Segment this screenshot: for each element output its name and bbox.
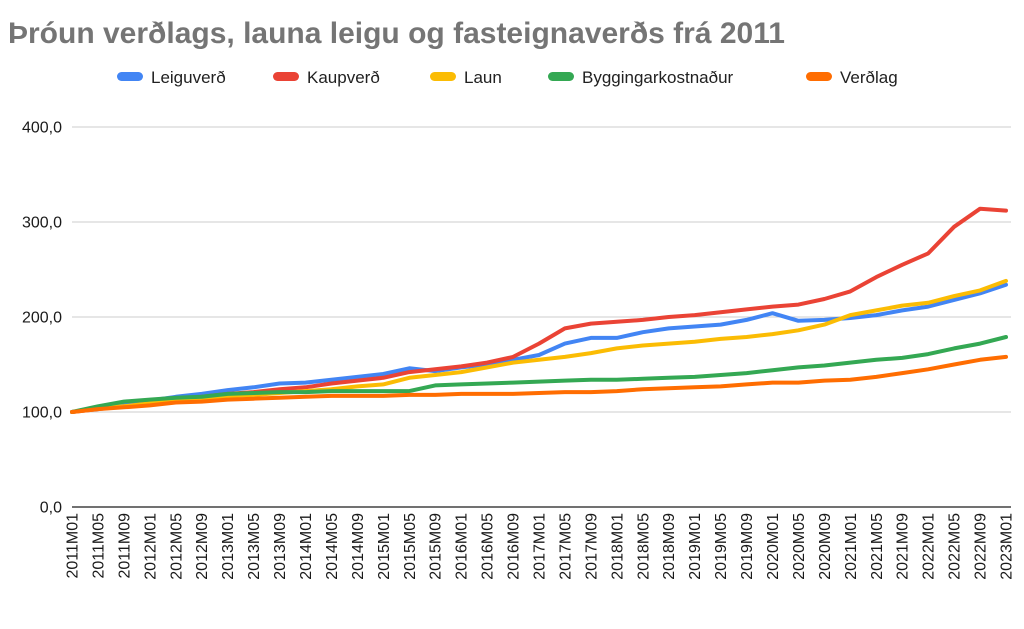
x-tick-label: 2023M01	[999, 513, 1016, 580]
x-tick-label: 2022M01	[921, 513, 938, 580]
x-tick-label: 2017M05	[557, 513, 574, 580]
y-tick-label: 300,0	[22, 215, 62, 232]
legend-swatch	[806, 72, 832, 81]
legend-swatch	[430, 72, 456, 81]
x-tick-label: 2011M01	[65, 513, 82, 579]
x-tick-label: 2021M05	[869, 513, 886, 580]
legend-swatch	[273, 72, 299, 81]
x-axis-labels: 2011M01 2011M05 2011M09 2012M01 2012M05 2012M…	[65, 513, 1016, 580]
x-tick-label: 2020M09	[817, 513, 834, 580]
x-tick-label: 2014M01	[298, 513, 315, 580]
x-tick-label: 2022M05	[947, 513, 964, 580]
legend-item-laun[interactable]: Laun	[430, 68, 502, 87]
series-line-byggingarkostna-ur	[70, 335, 1008, 414]
x-tick-label: 2021M09	[895, 513, 912, 580]
x-tick-label: 2015M01	[376, 513, 393, 580]
legend-item-leiguver-[interactable]: Leiguverð	[117, 68, 226, 87]
chart-gridlines	[72, 126, 1011, 508]
y-tick-label: 400,0	[22, 120, 62, 137]
x-tick-label: 2011M05	[90, 513, 107, 579]
x-tick-label: 2015M09	[428, 513, 445, 580]
x-tick-label: 2019M05	[713, 513, 730, 580]
x-tick-label: 2017M01	[532, 513, 549, 580]
x-tick-label: 2013M05	[246, 513, 263, 580]
legend-label: Byggingarkostnaður	[582, 68, 734, 87]
x-tick-label: 2012M05	[168, 513, 185, 580]
x-tick-label: 2012M09	[194, 513, 211, 580]
x-tick-label: 2016M09	[506, 513, 523, 580]
x-tick-label: 2020M05	[791, 513, 808, 580]
x-tick-label: 2019M09	[739, 513, 756, 580]
chart-series	[70, 206, 1008, 414]
x-tick-label: 2018M09	[661, 513, 678, 580]
series-line-ver-lag	[70, 354, 1008, 414]
x-tick-label: 2021M01	[843, 513, 860, 580]
x-tick-label: 2013M09	[272, 513, 289, 580]
y-tick-label: 200,0	[22, 310, 62, 327]
x-tick-label: 2014M09	[350, 513, 367, 580]
x-tick-label: 2016M01	[454, 513, 471, 580]
x-tick-label: 2013M01	[220, 513, 237, 580]
legend-label: Leiguverð	[151, 68, 226, 87]
x-tick-label: 2014M05	[324, 513, 341, 580]
x-tick-label: 2018M05	[635, 513, 652, 580]
legend-item-kaupver-[interactable]: Kaupverð	[273, 68, 380, 87]
x-tick-label: 2018M01	[609, 513, 626, 580]
x-tick-label: 2011M09	[116, 513, 133, 579]
x-tick-label: 2015M05	[402, 513, 419, 580]
legend-label: Verðlag	[840, 68, 898, 87]
legend-label: Kaupverð	[307, 68, 380, 87]
x-tick-label: 2019M01	[687, 513, 704, 580]
legend-label: Laun	[464, 68, 502, 87]
chart-legend: Leiguverð Kaupverð Laun Byggingarkostnaður V…	[117, 68, 898, 87]
x-tick-label: 2022M09	[973, 513, 990, 580]
legend-item-ver-lag[interactable]: Verðlag	[806, 68, 898, 87]
x-tick-label: 2012M01	[142, 513, 159, 580]
legend-swatch	[548, 72, 574, 81]
y-axis-labels: 0,0 100,0 200,0 300,0 400,0	[22, 120, 62, 517]
legend-swatch	[117, 72, 143, 81]
legend-item-byggingarkostna-ur[interactable]: Byggingarkostnaður	[548, 68, 734, 87]
x-tick-label: 2017M09	[583, 513, 600, 580]
x-tick-label: 2016M05	[480, 513, 497, 580]
series-line-leiguver-	[70, 282, 1008, 414]
y-tick-label: 0,0	[40, 500, 62, 517]
x-tick-label: 2020M01	[765, 513, 782, 580]
y-tick-label: 100,0	[22, 405, 62, 422]
chart-title: Þróun verðlags, launa leigu og fasteigna…	[8, 17, 785, 50]
